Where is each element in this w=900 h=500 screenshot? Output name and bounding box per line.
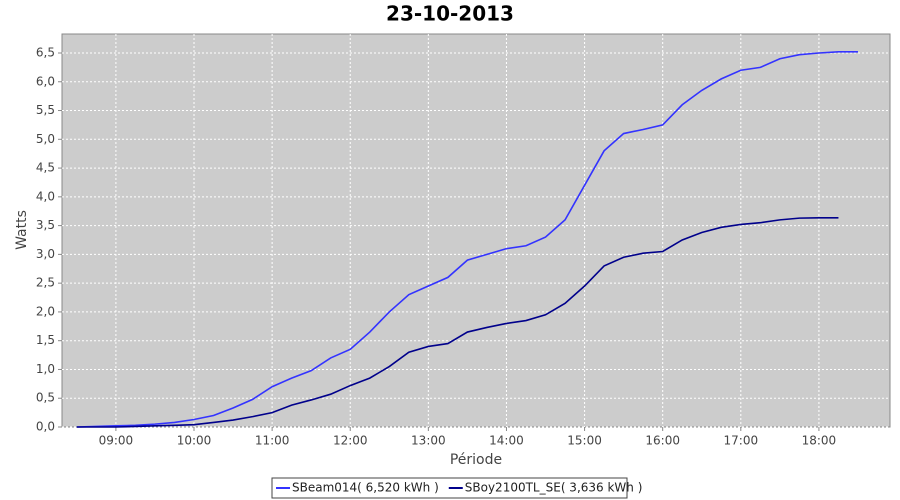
x-tick-label: 13:00 (411, 434, 446, 448)
y-tick-label: 0,5 (36, 391, 55, 405)
y-tick-label: 1,5 (36, 333, 55, 347)
x-axis-label: Période (450, 452, 502, 468)
x-tick-label: 09:00 (99, 434, 134, 448)
chart-title: 23-10-2013 (386, 2, 514, 26)
x-tick-label: 14:00 (489, 434, 524, 448)
x-tick-label: 10:00 (177, 434, 212, 448)
y-tick-label: 2,5 (36, 276, 55, 290)
y-tick-label: 5,0 (36, 132, 55, 146)
data-line (76, 51, 858, 428)
y-tick-label: 6,5 (36, 45, 55, 59)
data-line (76, 216, 839, 428)
legend-label: SBeam014( 6,520 kWh ) (292, 481, 439, 495)
y-tick-label: 4,5 (36, 161, 55, 175)
y-axis-label: Watts (14, 210, 30, 250)
y-tick-label: 2,0 (36, 304, 55, 318)
x-tick-label: 17:00 (724, 434, 759, 448)
y-tick-label: 3,5 (36, 218, 55, 232)
x-tick-label: 15:00 (567, 434, 602, 448)
y-tick-label: 6,0 (36, 74, 55, 88)
legend-label: SBoy2100TL_SE( 3,636 kWh ) (465, 481, 643, 495)
y-tick-label: 3,0 (36, 247, 55, 261)
y-tick-label: 4,0 (36, 189, 55, 203)
x-tick-label: 16:00 (645, 434, 680, 448)
y-tick-label: 0,0 (36, 420, 55, 434)
y-tick-label: 1,0 (36, 362, 55, 376)
x-tick-label: 12:00 (333, 434, 368, 448)
plot-area (61, 33, 891, 428)
x-tick-label: 18:00 (802, 434, 837, 448)
x-tick-label: 11:00 (255, 434, 290, 448)
y-tick-label: 5,5 (36, 103, 55, 117)
